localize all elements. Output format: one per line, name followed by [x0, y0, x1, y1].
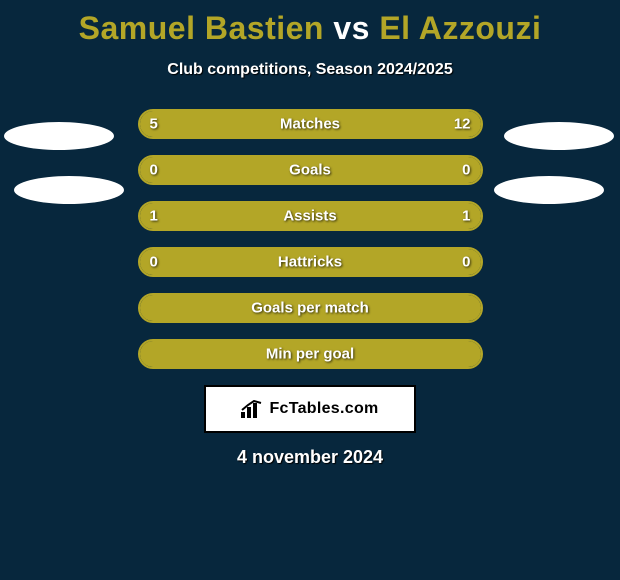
stat-value-right: 1	[462, 208, 470, 225]
stat-row: 1 1 Assists	[138, 201, 483, 231]
bar-fill-right	[232, 111, 481, 137]
title-vs: vs	[333, 10, 370, 46]
date-text: 4 november 2024	[0, 447, 620, 468]
stat-row: 0 0 Goals	[138, 155, 483, 185]
fctables-badge: FcTables.com	[204, 385, 416, 433]
chart-icon	[241, 400, 263, 418]
stat-label: Assists	[283, 208, 336, 225]
title-player2: El Azzouzi	[379, 10, 541, 46]
stat-value-right: 12	[454, 116, 471, 133]
player2-marker-ellipse	[494, 176, 604, 204]
comparison-chart: 5 12 Matches 0 0 Goals 1 1 Assists 0 0 Hattricks Goa…	[138, 109, 483, 369]
bar-fill-left	[140, 157, 311, 183]
stat-row: 5 12 Matches	[138, 109, 483, 139]
page-title: Samuel Bastien vs El Azzouzi	[0, 0, 620, 47]
stat-label: Goals	[289, 162, 331, 179]
stat-value-left: 0	[150, 162, 158, 179]
stat-row: 0 0 Hattricks	[138, 247, 483, 277]
stat-label: Min per goal	[266, 346, 354, 363]
stat-label: Matches	[280, 116, 340, 133]
stat-value-left: 0	[150, 254, 158, 271]
stat-value-left: 5	[150, 116, 158, 133]
stat-label: Hattricks	[278, 254, 342, 271]
stat-row: Goals per match	[138, 293, 483, 323]
player1-marker-ellipse	[14, 176, 124, 204]
player2-marker-ellipse	[504, 122, 614, 150]
badge-text: FcTables.com	[269, 400, 378, 418]
stat-value-left: 1	[150, 208, 158, 225]
title-player1: Samuel Bastien	[79, 10, 324, 46]
bar-fill-right	[310, 157, 481, 183]
player1-marker-ellipse	[4, 122, 114, 150]
stat-value-right: 0	[462, 254, 470, 271]
stat-row: Min per goal	[138, 339, 483, 369]
stat-label: Goals per match	[251, 300, 369, 317]
subtitle: Club competitions, Season 2024/2025	[0, 61, 620, 79]
stat-value-right: 0	[462, 162, 470, 179]
